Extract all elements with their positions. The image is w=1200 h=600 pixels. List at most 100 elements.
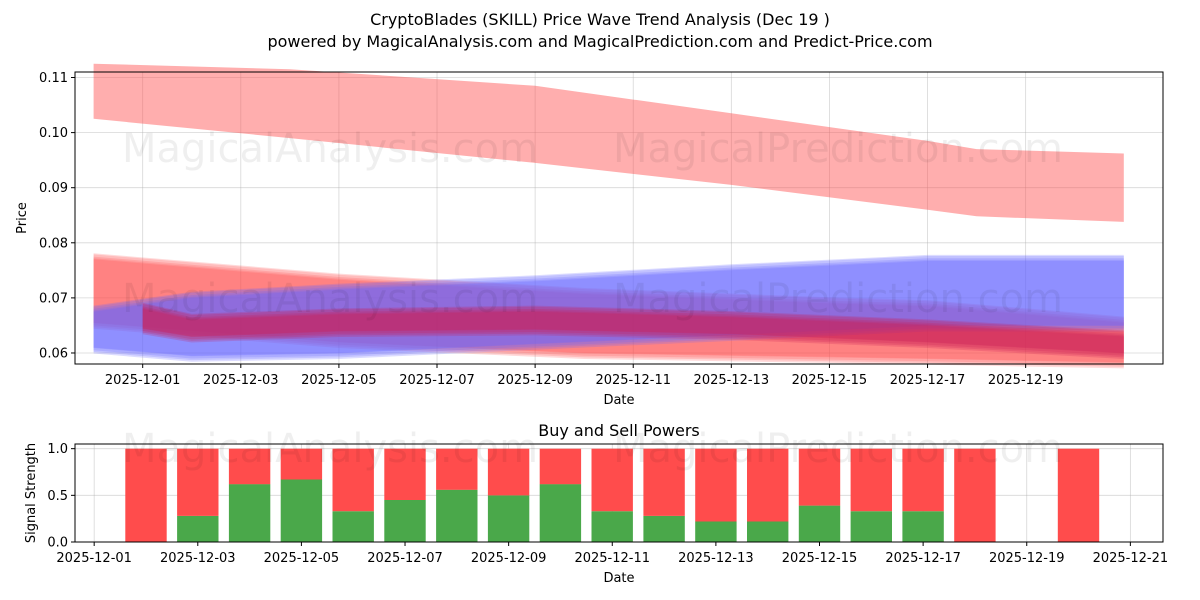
signal-bars	[125, 448, 1100, 542]
price-wave-band	[93, 253, 1124, 363]
watermark-prediction-mid: MagicalPrediction.com	[613, 276, 1063, 322]
price-x-tick-label: 2025-12-17	[890, 373, 966, 388]
buy-bar	[228, 484, 271, 542]
sell-bar	[902, 448, 944, 512]
price-x-tick-label: 2025-12-15	[792, 373, 868, 388]
chart-subtitle: powered by MagicalAnalysis.com and Magic…	[267, 32, 932, 51]
buy-bar	[643, 515, 685, 542]
price-wave-band	[93, 254, 1124, 356]
price-y-tick-label: 0.11	[39, 71, 68, 86]
price-y-tick-label: 0.09	[39, 181, 68, 196]
price-wave-band	[93, 259, 1124, 362]
price-wave-band	[93, 63, 1124, 222]
price-y-tick-label: 0.10	[39, 126, 68, 141]
signal-x-tick-label: 2025-12-03	[160, 551, 236, 566]
watermark-analysis-bottom: MagicalAnalysis.com	[122, 426, 538, 472]
price-wave-band	[93, 258, 1124, 369]
price-x-tick-label: 2025-12-03	[203, 373, 279, 388]
sell-bar	[436, 448, 478, 490]
price-plot-frame	[74, 71, 1164, 365]
buy-bar	[591, 511, 633, 542]
sell-bar	[228, 448, 271, 485]
sell-bar	[643, 448, 685, 516]
signal-y-tick-label: 0.0	[47, 536, 68, 551]
price-x-tick-label: 2025-12-19	[988, 373, 1064, 388]
signal-x-axis-label: Date	[603, 571, 634, 586]
signal-y-tick-label: 1.0	[47, 442, 68, 457]
price-wave-band	[93, 254, 1124, 367]
price-wave-band	[93, 261, 1124, 357]
signal-x-tick-label: 2025-12-11	[574, 551, 650, 566]
price-wave-band	[93, 256, 1124, 366]
buy-bar	[747, 521, 789, 542]
price-y-axis-label: Price	[15, 202, 30, 234]
price-wave-band	[93, 258, 1124, 359]
sell-bar	[280, 448, 323, 480]
signal-x-tick-label: 2025-12-21	[1093, 551, 1169, 566]
buy-sell-title: Buy and Sell Powers	[538, 421, 700, 440]
buy-bar	[902, 511, 944, 542]
signal-plot-frame	[74, 443, 1164, 543]
watermark-prediction-bottom: MagicalPrediction.com	[613, 426, 1063, 472]
price-x-tick-label: 2025-12-07	[399, 373, 475, 388]
price-wave-band	[142, 308, 1124, 354]
signal-x-tick-label: 2025-12-01	[56, 551, 132, 566]
buy-bar	[798, 505, 841, 542]
sell-bar	[125, 448, 167, 542]
signal-y-axis-label: Signal Strength	[24, 443, 39, 543]
sell-bar	[332, 448, 374, 512]
price-wave-band	[93, 256, 1124, 361]
signal-x-tick-label: 2025-12-15	[782, 551, 858, 566]
sell-bar	[1057, 448, 1100, 542]
buy-bar	[850, 511, 892, 542]
buy-bar	[695, 521, 737, 542]
price-x-tick-label: 2025-12-11	[595, 373, 671, 388]
buy-bar	[280, 479, 323, 542]
sell-bar	[539, 448, 582, 485]
signal-x-tick-label: 2025-12-19	[989, 551, 1065, 566]
watermark-analysis-mid: MagicalAnalysis.com	[122, 276, 538, 322]
sell-bar	[487, 448, 530, 496]
signal-x-ticks: 2025-12-01 2025-12-03 2025-12-05 2025-12-07…	[56, 542, 1168, 566]
price-y-tick-label: 0.06	[39, 346, 68, 361]
price-x-tick-label: 2025-12-01	[105, 373, 181, 388]
price-wave-band	[93, 259, 1124, 363]
price-wave-panel: MagicalAnalysis.com MagicalPrediction.co…	[15, 63, 1164, 408]
signal-x-tick-label: 2025-12-05	[264, 551, 340, 566]
price-wave-band	[142, 303, 1124, 358]
sell-bar	[695, 448, 737, 522]
chart-title: CryptoBlades (SKILL) Price Wave Trend An…	[370, 10, 830, 29]
signal-x-tick-label: 2025-12-09	[471, 551, 547, 566]
sell-bar	[850, 448, 892, 512]
buy-bar	[436, 489, 478, 542]
sell-bar	[954, 448, 996, 542]
price-x-tick-label: 2025-12-13	[694, 373, 770, 388]
price-wave-band	[142, 302, 1124, 353]
price-x-tick-label: 2025-12-05	[301, 373, 377, 388]
buy-bar	[332, 511, 374, 542]
price-x-tick-label: 2025-12-09	[497, 373, 573, 388]
buy-bar	[384, 500, 426, 542]
sell-bar	[747, 448, 789, 522]
watermark-analysis-top: MagicalAnalysis.com	[122, 126, 538, 172]
price-wave-band	[142, 307, 1124, 359]
signal-y-tick-label: 0.5	[47, 489, 68, 504]
price-y-ticks: 0.06 0.07 0.08 0.09 0.10 0.11	[39, 71, 75, 361]
signal-x-tick-label: 2025-12-13	[678, 551, 754, 566]
sell-bar	[177, 448, 219, 516]
price-wave-band	[142, 306, 1124, 356]
price-x-ticks: 2025-12-01 2025-12-03 2025-12-05 2025-12-07…	[105, 364, 1064, 388]
sell-bar	[591, 448, 633, 512]
buy-bar	[539, 484, 582, 542]
signal-x-tick-label: 2025-12-07	[367, 551, 443, 566]
price-y-tick-label: 0.08	[39, 236, 68, 251]
signal-x-tick-label: 2025-12-17	[885, 551, 961, 566]
buy-bar	[487, 495, 530, 542]
buy-bar	[177, 515, 219, 542]
watermark-prediction-top: MagicalPrediction.com	[613, 126, 1063, 172]
price-grid	[75, 72, 1163, 364]
buy-sell-panel: Buy and Sell Powers MagicalAnalysis.com …	[24, 421, 1168, 586]
price-y-tick-label: 0.07	[39, 291, 68, 306]
price-wave-bands	[93, 63, 1124, 369]
